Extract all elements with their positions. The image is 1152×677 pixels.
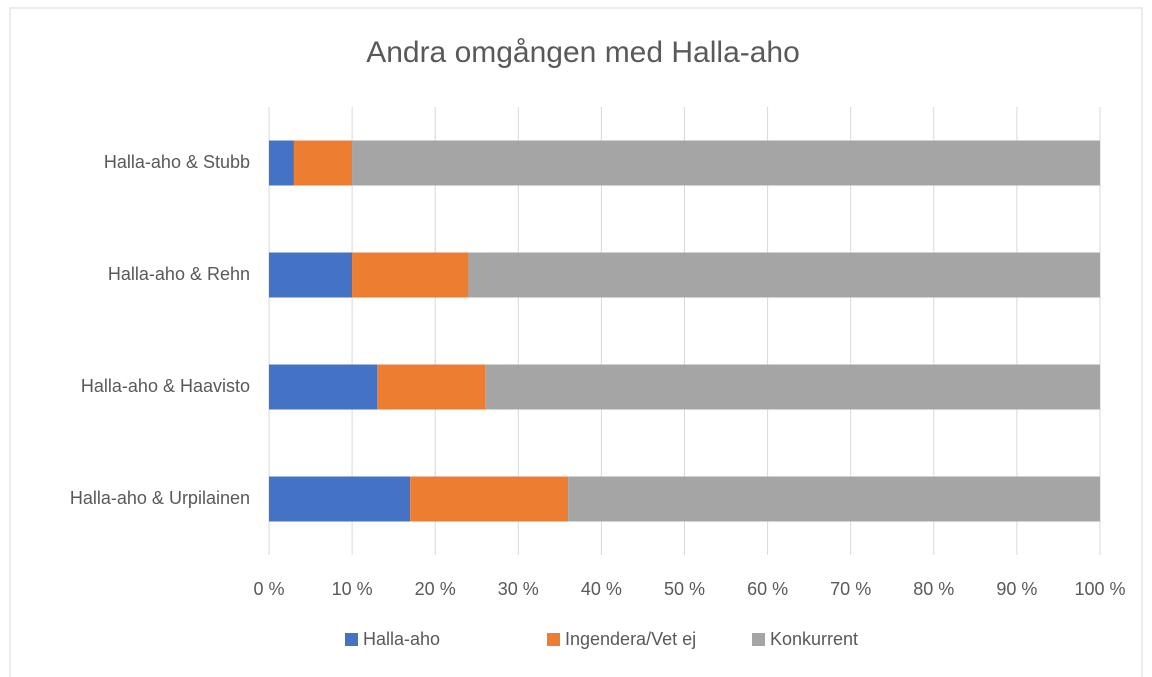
bar-segment [269,252,353,298]
legend-swatch [752,633,765,646]
legend-swatch [345,633,358,646]
x-tick-label: 100 % [1074,579,1125,599]
legend-label: Ingendera/Vet ej [565,629,696,649]
chart-title: Andra omgången med Halla-aho [366,36,800,69]
y-tick-label: Halla-aho & Rehn [108,264,250,284]
x-tick-label: 60 % [747,579,788,599]
legend-swatch [547,633,560,646]
legend-label: Halla-aho [363,629,440,649]
bar-segment [485,364,1100,410]
x-tick-label: 70 % [830,579,871,599]
x-tick-label: 30 % [498,579,539,599]
x-tick-label: 20 % [415,579,456,599]
bar-segment [352,252,469,298]
x-tick-label: 80 % [913,579,954,599]
bar-segment [269,476,411,522]
x-tick-label: 40 % [581,579,622,599]
bar-segment [568,476,1100,522]
x-tick-label: 50 % [664,579,705,599]
bar-segment [410,476,569,522]
legend-label: Konkurrent [770,629,858,649]
bar-segment [352,140,1101,186]
chart-frame [9,7,1143,677]
x-tick-label: 0 % [253,579,284,599]
bar-segment [468,252,1100,298]
bar-segment [377,364,486,410]
bar-segment [293,140,353,186]
y-tick-label: Halla-aho & Haavisto [81,376,250,396]
bar-segment [269,364,378,410]
bar-segment [269,140,294,186]
x-tick-label: 10 % [332,579,373,599]
y-tick-label: Halla-aho & Urpilainen [70,488,250,508]
y-tick-label: Halla-aho & Stubb [104,152,250,172]
x-tick-label: 90 % [996,579,1037,599]
